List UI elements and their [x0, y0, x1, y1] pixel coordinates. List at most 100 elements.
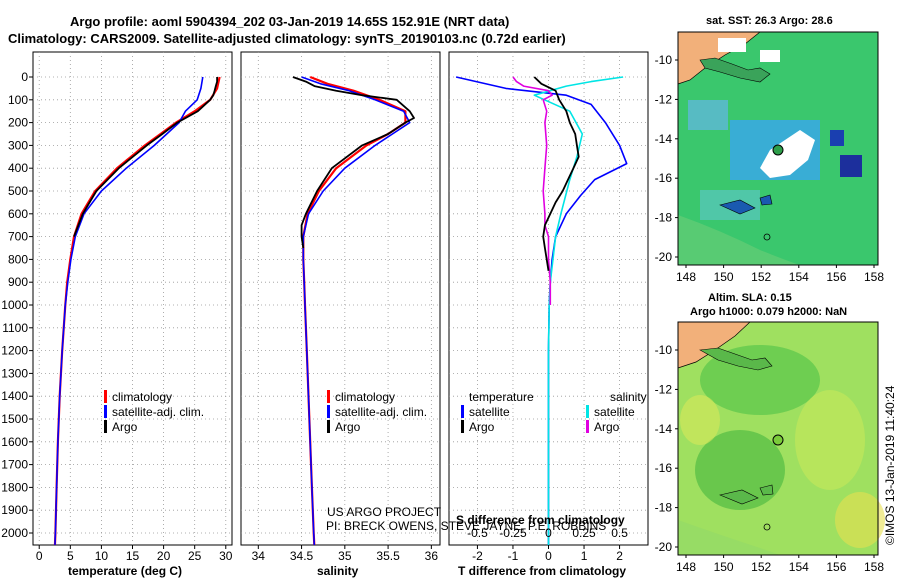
depth-tick-label: 1900: [1, 503, 28, 517]
x-tick-label: 36: [425, 549, 439, 563]
lat-tick-label: -10: [655, 343, 673, 357]
lat-tick-label: -14: [655, 132, 673, 146]
sst-cold-spot: [840, 155, 862, 177]
credit-pi: PI: BRECK OWENS, STEVE JAYNE, P.E. ROBBI…: [326, 519, 606, 533]
x-tick-label: -1: [508, 549, 519, 563]
series-argo-line: [73, 77, 219, 237]
legend-t-satellite-label: satellite: [469, 405, 510, 419]
top-tick-label: -0.25: [499, 526, 527, 540]
depth-tick-label: 0: [21, 70, 28, 84]
difference-top-axis: -0.5 -0.25 0 0.25 0.5: [467, 526, 628, 540]
sst-islands: [699, 57, 771, 83]
series-climatology-line: [302, 75, 407, 545]
salinity-legend: climatology satellite-adj. clim. Argo: [327, 390, 427, 434]
difference-legend: temperature salinity satellite Argo sate…: [461, 390, 647, 434]
temperature-axis-label: temperature (deg C): [68, 564, 182, 578]
legend-t-argo-label: Argo: [469, 420, 495, 434]
sst-cloud-2: [760, 50, 780, 62]
legend-s-satellite-swatch: [586, 405, 589, 418]
sla-map: [677, 321, 885, 556]
legend-t-argo-swatch: [461, 420, 464, 433]
top-tick-label: 0.25: [572, 526, 596, 540]
lon-tick-label: 156: [826, 270, 846, 284]
sst-map-frame: [677, 31, 879, 266]
lon-tick-label: 152: [751, 270, 771, 284]
legend-argo-swatch: [104, 420, 107, 433]
series-argo-line: [292, 76, 415, 249]
depth-tick-label: 1700: [1, 458, 28, 472]
lon-tick-label: 158: [864, 560, 884, 574]
lon-tick-label: 154: [789, 560, 809, 574]
lat-tick-label: -14: [655, 422, 673, 436]
legend-argo-swatch: [327, 420, 330, 433]
difference-series: [455, 76, 628, 545]
depth-tick-label: 700: [8, 230, 28, 244]
x-tick-label: 0: [545, 549, 552, 563]
sst-cloud-3: [760, 130, 815, 178]
x-tick-label: 2: [616, 549, 623, 563]
series-s-satellite-line: [533, 76, 624, 545]
depth-tick-label: 900: [8, 275, 28, 289]
sst-cold-spot-2: [830, 130, 844, 146]
top-tick-label: 0: [545, 526, 552, 540]
imos-stamp: ©IMOS 13-Jan-2019 11:40:24: [883, 385, 897, 545]
legend-argo-label: Argo: [335, 420, 361, 434]
sla-islands: [699, 347, 773, 371]
legend-s-argo-swatch: [586, 420, 589, 433]
sla-map-title1: Altim. SLA: 0.15: [708, 292, 792, 304]
lat-tick-label: -10: [655, 53, 673, 67]
salinity-panel-frame: [240, 51, 441, 546]
series-t-satellite-line: [455, 76, 628, 545]
lon-tick-label: 148: [676, 560, 696, 574]
temperature-series: [53, 76, 221, 545]
difference-x-axis: -2 -1 0 1 2: [472, 545, 623, 563]
top-tick-label: 0.5: [611, 526, 628, 540]
legend-satellite-swatch: [327, 405, 330, 418]
depth-tick-label: 1500: [1, 412, 28, 426]
x-tick-label: 1: [581, 549, 588, 563]
sla-high-2: [835, 492, 885, 548]
lat-tick-label: -16: [655, 171, 673, 185]
lat-tick-label: -18: [655, 501, 673, 515]
legend-t-satellite-swatch: [461, 405, 464, 418]
x-tick-label: 25: [188, 549, 202, 563]
difference-top-axis-label: S difference from climatology: [456, 513, 625, 527]
sla-argo-position-marker: [772, 434, 784, 446]
sla-small-reef: [763, 523, 771, 531]
lon-tick-label: 148: [676, 270, 696, 284]
lat-tick-label: -12: [655, 382, 673, 396]
credit-project: US ARGO PROJECT: [327, 505, 442, 519]
sla-high-3: [680, 395, 720, 445]
temperature-legend: climatology satellite-adj. clim. Argo: [104, 390, 204, 434]
sst-cloud-1: [718, 38, 746, 52]
legend-climatology-swatch: [327, 390, 330, 403]
sla-map-frame: [677, 321, 879, 556]
depth-tick-label: 800: [8, 252, 28, 266]
salinity-axis-label: salinity: [317, 564, 359, 578]
series-t-argo-line: [533, 76, 580, 271]
series-s-argo-line: [512, 76, 553, 305]
depth-tick-label: 100: [8, 93, 28, 107]
legend-satellite-swatch: [104, 405, 107, 418]
legend-satellite-label: satellite-adj. clim.: [112, 405, 204, 419]
series-satellite-line: [54, 76, 204, 545]
sst-map: [677, 31, 879, 266]
salinity-grid: [241, 52, 440, 545]
lon-tick-label: 158: [864, 270, 884, 284]
x-tick-label: 30: [219, 549, 233, 563]
salinity-series: [292, 75, 415, 545]
lon-tick-label: 154: [789, 270, 809, 284]
lon-tick-label: 156: [826, 560, 846, 574]
sst-reefs: [719, 194, 773, 215]
sla-shelf: [678, 520, 780, 555]
x-tick-label: 15: [126, 549, 140, 563]
x-tick-label: -2: [472, 549, 483, 563]
legend-climatology-label: climatology: [112, 390, 172, 404]
legend-s-argo-label: Argo: [594, 420, 620, 434]
lon-tick-label: 150: [714, 270, 734, 284]
x-tick-label: 34: [252, 549, 266, 563]
depth-tick-label: 200: [8, 116, 28, 130]
